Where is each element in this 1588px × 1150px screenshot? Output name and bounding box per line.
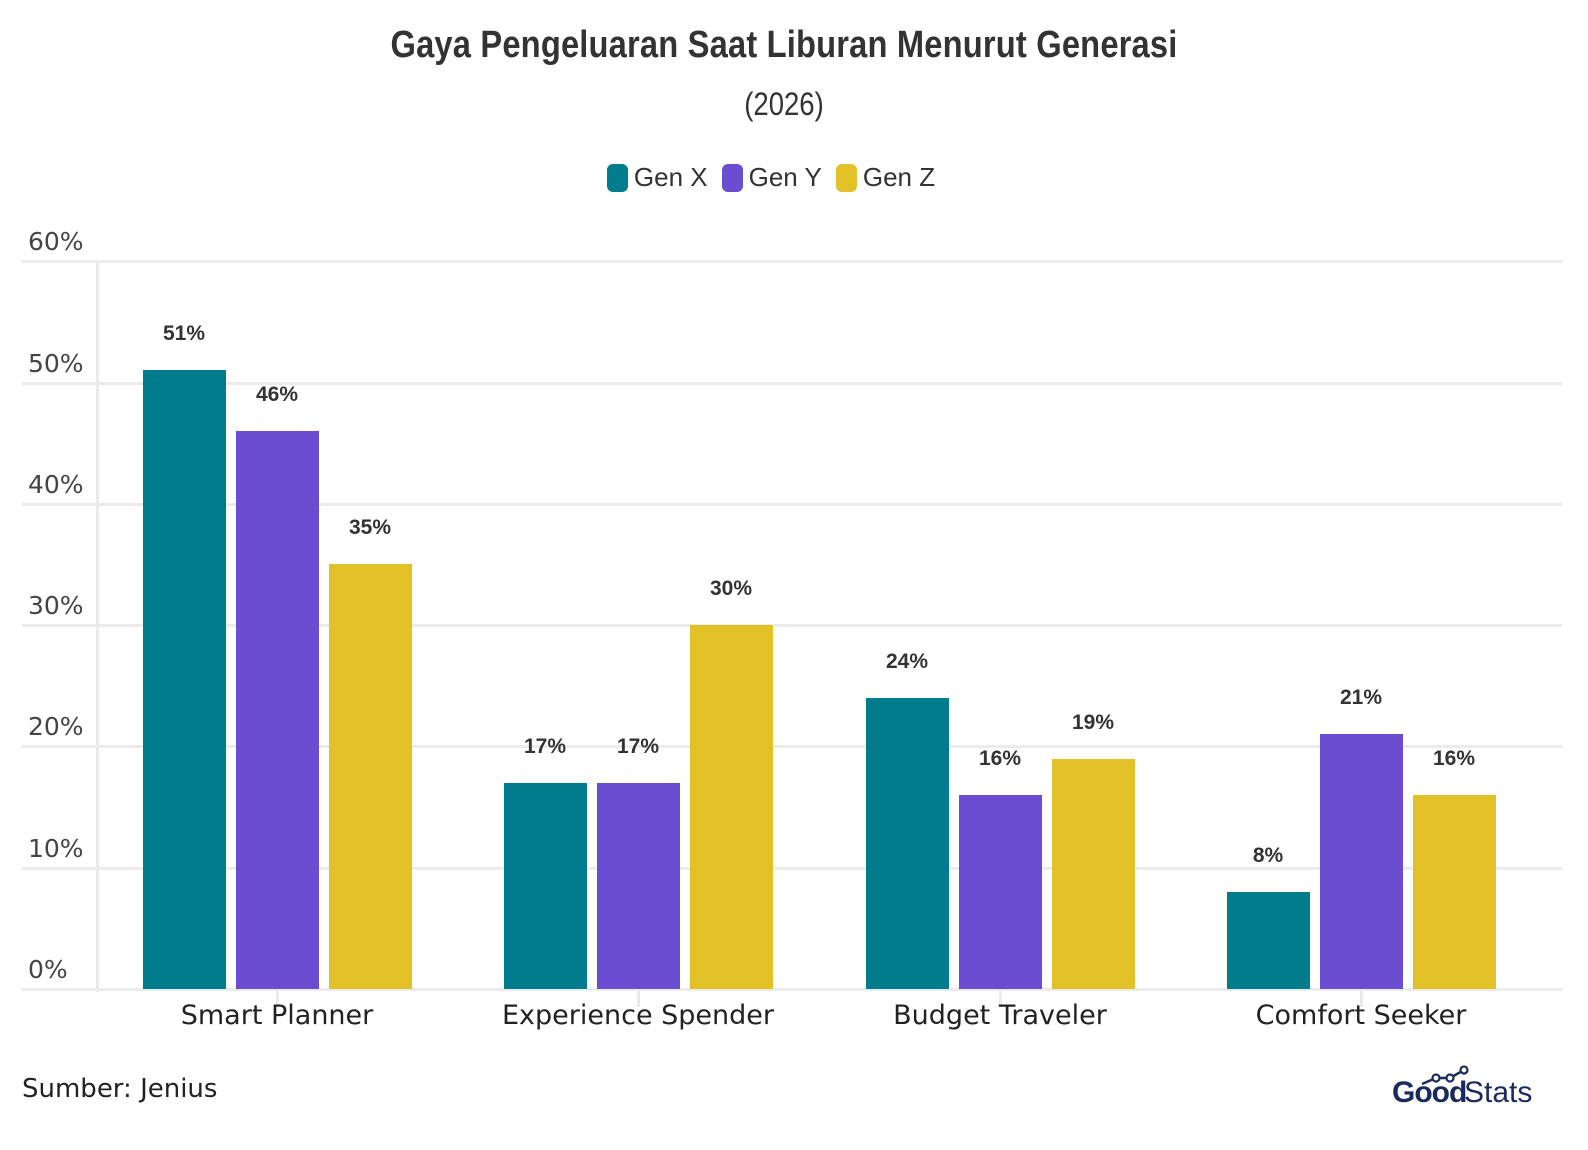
bar-value-label: 30%	[709, 577, 753, 601]
bar-gen-y[interactable]	[235, 431, 319, 989]
gridline	[22, 988, 1562, 991]
bar-value-label: 17%	[523, 734, 567, 758]
bar-value-label: 51%	[162, 322, 206, 346]
bar-value-label: 24%	[885, 649, 929, 673]
x-tick	[999, 991, 1002, 1007]
bar-gen-y[interactable]	[958, 794, 1042, 989]
y-tick-label: 10%	[28, 833, 84, 863]
bar-value-label: 46%	[255, 383, 299, 407]
legend-item-gen-y[interactable]: Gen Y	[721, 162, 822, 193]
bar-gen-x[interactable]	[1226, 891, 1310, 989]
gridline	[22, 745, 1562, 749]
trend-line-icon	[1421, 1065, 1469, 1086]
legend: Gen X Gen Y Gen Z	[0, 162, 1542, 193]
legend-swatch-gen-y	[721, 163, 743, 192]
bar-value-label: 8%	[1252, 843, 1284, 867]
x-category-label: Budget Traveler	[893, 1000, 1107, 1031]
legend-swatch-gen-x	[606, 163, 628, 192]
x-category-label: Experience Spender	[501, 1000, 774, 1031]
bar-value-label: 16%	[978, 746, 1022, 770]
gridline	[22, 866, 1562, 870]
x-tick	[637, 991, 640, 1007]
x-category-label: Smart Planner	[180, 1000, 374, 1031]
bar-value-label: 21%	[1339, 686, 1383, 710]
legend-label-gen-z: Gen Z	[862, 162, 936, 192]
chart-subtitle: (2026)	[744, 86, 824, 122]
chart-title: Gaya Pengeluaran Saat Liburan Menurut Ge…	[390, 24, 1178, 66]
legend-swatch-gen-z	[835, 163, 857, 192]
gridline	[22, 502, 1562, 506]
bar-value-label: 35%	[348, 516, 392, 540]
bar-gen-x[interactable]	[503, 782, 587, 989]
gridline	[22, 260, 1562, 264]
y-tick-label: 20%	[28, 712, 84, 742]
gridline	[22, 624, 1562, 628]
legend-label-gen-y: Gen Y	[748, 162, 822, 192]
y-tick-label: 60%	[28, 227, 84, 257]
gridline	[22, 381, 1562, 385]
logo-text-stats: Stats	[1464, 1076, 1533, 1109]
y-tick-label: 40%	[28, 469, 84, 499]
bar-gen-x[interactable]	[865, 697, 949, 989]
bar-value-label: 16%	[1432, 746, 1476, 770]
y-tick-label: 0%	[28, 955, 68, 984]
bar-gen-z[interactable]	[1412, 794, 1496, 989]
y-tick-label: 30%	[28, 591, 84, 621]
x-tick	[1360, 991, 1363, 1007]
legend-item-gen-z[interactable]: Gen Z	[835, 162, 936, 193]
y-axis-line	[96, 262, 99, 992]
x-tick	[276, 991, 279, 1007]
bar-gen-y[interactable]	[1319, 734, 1403, 989]
bar-gen-z[interactable]	[689, 625, 773, 989]
x-category-label: Comfort Seeker	[1255, 1000, 1467, 1031]
goodstats-logo: Good Stats	[1392, 1064, 1552, 1114]
bar-gen-z[interactable]	[1051, 758, 1135, 989]
bar-gen-z[interactable]	[328, 564, 412, 989]
y-tick-label: 50%	[28, 348, 84, 378]
bar-gen-x[interactable]	[142, 370, 226, 989]
source-note: Sumber: Jenius	[22, 1074, 218, 1104]
bar-value-label: 17%	[616, 734, 660, 758]
legend-label-gen-x: Gen X	[633, 162, 708, 192]
logo-text-good: Good	[1392, 1076, 1467, 1109]
bar-gen-y[interactable]	[596, 782, 680, 989]
bar-value-label: 19%	[1071, 710, 1115, 734]
legend-item-gen-x[interactable]: Gen X	[606, 162, 708, 193]
